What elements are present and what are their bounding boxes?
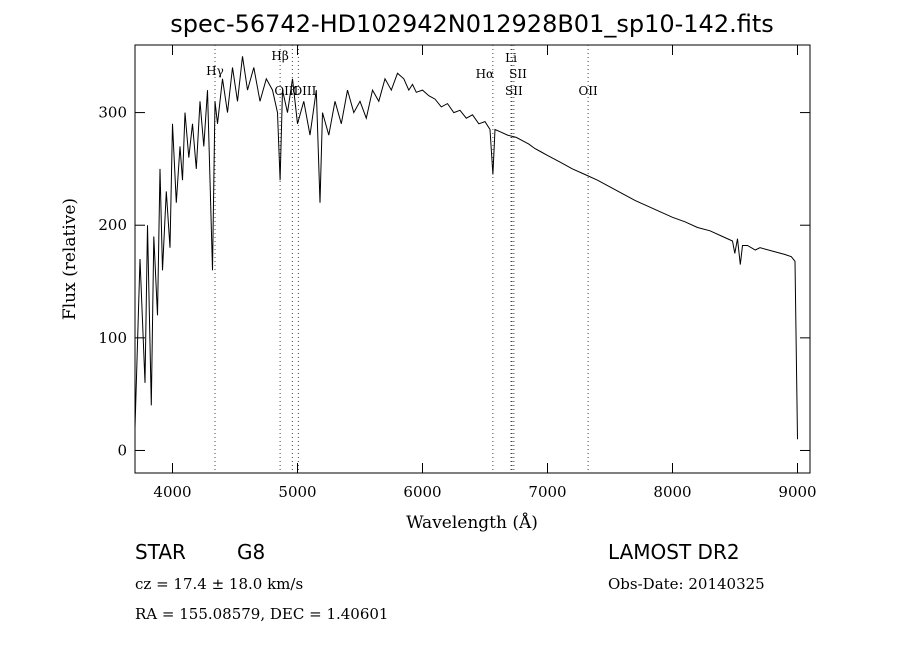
redshift-text: cz = 17.4 ± 18.0 km/s xyxy=(135,575,304,593)
survey-label: LAMOST DR2 xyxy=(608,540,740,564)
line-marker-label: Hβ xyxy=(271,49,288,63)
x-tick-label: 5000 xyxy=(278,483,316,501)
chart-title: spec-56742-HD102942N012928B01_sp10-142.f… xyxy=(170,10,774,38)
observation-date: Obs-Date: 20140325 xyxy=(608,575,765,593)
spectrum-series-line xyxy=(134,56,798,440)
line-marker-label: Hα xyxy=(476,67,495,81)
y-axis-label: Flux (relative) xyxy=(60,198,80,320)
x-tick: 6000 xyxy=(403,45,442,501)
x-tick-label: 9000 xyxy=(778,483,816,501)
line-marker-label: SII xyxy=(505,84,523,98)
line-marker-label: SII xyxy=(509,67,527,81)
y-tick: 200 xyxy=(98,216,810,234)
x-tick-label: 7000 xyxy=(528,483,566,501)
axis-ticks: 4000 5000 6000 7000 8000 9000 0 100 200 300 xyxy=(98,45,817,501)
y-tick: 100 xyxy=(98,329,810,347)
line-marker-label: OII xyxy=(578,84,598,98)
line-marker-label: OIII xyxy=(292,84,316,98)
line-marker-label: Hγ xyxy=(206,64,224,78)
x-tick: 8000 xyxy=(653,45,692,501)
x-tick-label: 4000 xyxy=(153,483,191,501)
y-tick-label: 0 xyxy=(117,441,127,459)
y-tick-label: 300 xyxy=(98,104,127,122)
x-axis-label: Wavelength (Å) xyxy=(406,512,538,533)
x-tick-label: 8000 xyxy=(653,483,691,501)
x-tick: 7000 xyxy=(528,45,567,501)
coordinates-text: RA = 155.08579, DEC = 1.40601 xyxy=(135,605,389,623)
subclass-label: G8 xyxy=(237,540,266,564)
x-tick: 4000 xyxy=(153,45,192,501)
y-tick: 0 xyxy=(117,441,810,459)
y-tick-label: 200 xyxy=(98,216,127,234)
x-tick-label: 6000 xyxy=(403,483,441,501)
y-tick-label: 100 xyxy=(98,329,127,347)
plot-frame xyxy=(134,44,811,474)
line-marker-label: Li xyxy=(505,51,517,65)
x-tick: 5000 xyxy=(278,45,317,501)
line-marker-label: OIII xyxy=(274,84,298,98)
x-tick: 9000 xyxy=(778,45,817,501)
y-tick: 300 xyxy=(98,104,810,122)
class-label: STAR xyxy=(135,540,186,564)
